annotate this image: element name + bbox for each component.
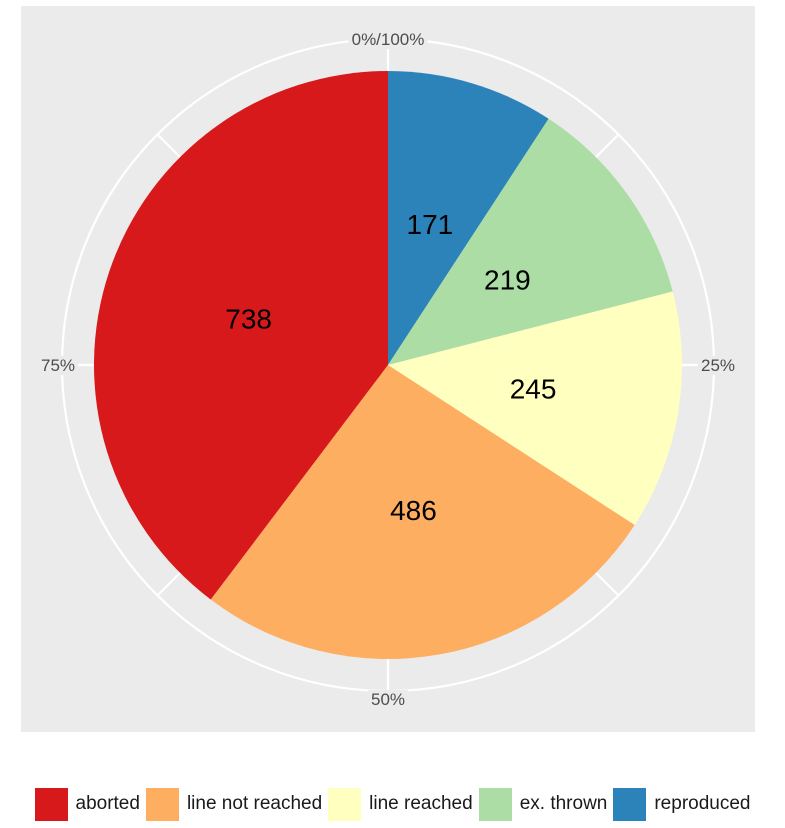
percent-tick-label-bg xyxy=(367,690,409,709)
legend-item-ex-thrown: ex. thrown xyxy=(478,787,608,821)
legend-key-ex-thrown xyxy=(478,787,512,821)
percent-tick-label: 25% xyxy=(701,356,735,375)
percent-tick-label: 75% xyxy=(41,356,75,375)
slice-label-ex-thrown: 219 xyxy=(484,264,531,295)
slice-ex-thrown xyxy=(388,118,673,365)
slice-label-line-not-reached: 486 xyxy=(390,495,437,526)
legend-item-line-not-reached: line not reached xyxy=(145,787,323,821)
legend-key-line-reached xyxy=(328,787,362,821)
percent-tick-label-bg xyxy=(697,356,739,375)
pie-chart: 171 219 245 486 738 0%/100% 25% 50% 75% xyxy=(21,6,755,732)
legend-key-reproduced xyxy=(613,787,647,821)
slices xyxy=(93,71,682,659)
slice-line-reached xyxy=(388,291,682,525)
legend-label-line-not-reached: line not reached xyxy=(186,793,323,814)
percent-ticks: 0%/100% 25% 50% 75% xyxy=(37,30,739,709)
percent-tick-label-bg xyxy=(348,30,428,49)
slice-reproduced xyxy=(388,71,549,365)
slice-line-not-reached xyxy=(210,365,635,659)
percent-tick-label-bg xyxy=(37,356,79,375)
slice-label-reproduced: 171 xyxy=(407,209,454,240)
percent-tick-label: 50% xyxy=(371,690,405,709)
slice-label-line-reached: 245 xyxy=(510,374,557,405)
legend-label-reproduced: reproduced xyxy=(654,793,751,814)
slice-labels: 171 219 245 486 738 xyxy=(225,209,556,526)
legend-item-reproduced: reproduced xyxy=(613,787,751,821)
legend-label-aborted: aborted xyxy=(75,793,140,814)
slice-label-aborted: 738 xyxy=(225,303,272,334)
percent-tick-label: 0%/100% xyxy=(352,30,425,49)
legend-key-aborted xyxy=(34,787,68,821)
legend-label-ex-thrown: ex. thrown xyxy=(519,793,608,814)
legend-item-line-reached: line reached xyxy=(328,787,473,821)
legend-key-line-not-reached xyxy=(145,787,179,821)
legend-label-line-reached: line reached xyxy=(369,793,473,814)
legend-item-aborted: aborted xyxy=(34,787,140,821)
slice-aborted xyxy=(93,71,388,600)
legend: aborted line not reached line reached ex… xyxy=(0,780,785,828)
